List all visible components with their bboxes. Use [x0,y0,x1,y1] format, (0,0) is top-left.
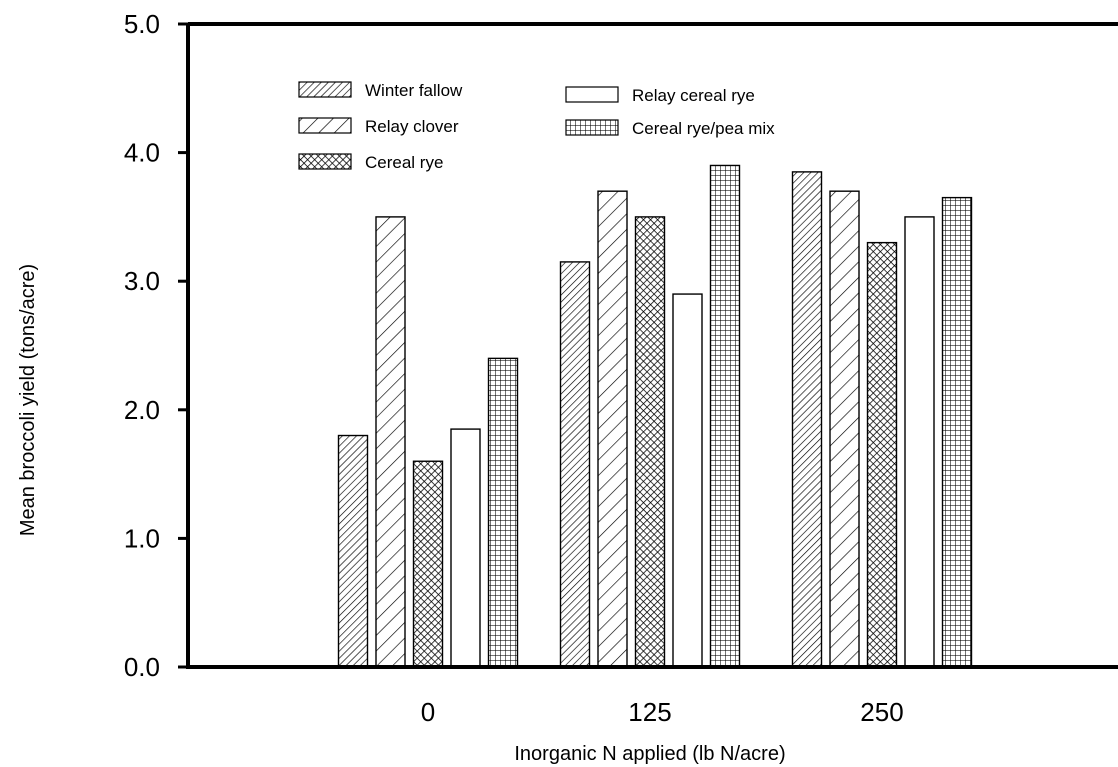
bar-relay-cereal-rye-0 [450,428,481,668]
x-axis-ticks: 0 125 250 [421,697,904,727]
y-tick-label: 4.0 [124,138,160,168]
y-tick-label: 2.0 [124,395,160,425]
y-tick-label: 3.0 [124,266,160,296]
legend: Winter fallow Relay clover Cereal rye Relay… [298,81,775,172]
bar-relay-clover-250 [829,190,860,668]
x-tick-label: 0 [421,697,435,727]
legend-swatch-relay-clover [298,117,352,134]
bar-cereal-rye-125 [634,216,666,668]
bar-relay-cereal-rye-250 [904,216,935,668]
y-tick-label: 1.0 [124,523,160,553]
y-axis-ticks: 0.0 1.0 2.0 3.0 4.0 5.0 [124,9,188,682]
bar-relay-clover-0 [375,216,406,668]
legend-swatch-cereal-rye-pea-mix [565,119,619,136]
bar-cereal-rye-pea-mix-250 [941,196,973,668]
axes-frame [186,22,1118,669]
bar-cereal-rye-0 [412,460,444,668]
bar-cereal-rye-pea-mix-0 [487,357,519,668]
x-tick-label: 125 [628,697,671,727]
legend-label: Cereal rye [365,153,443,172]
legend-swatch-relay-cereal-rye [565,86,619,103]
bar-winter-fallow-125 [559,261,591,668]
y-tick-label: 5.0 [124,9,160,39]
x-axis-title: Inorganic N applied (lb N/acre) [514,743,785,765]
legend-label: Relay clover [365,117,459,136]
legend-label: Cereal rye/pea mix [632,119,775,138]
bar-winter-fallow-250 [791,171,823,668]
legend-swatch-winter-fallow [298,81,352,98]
legend-label: Winter fallow [365,81,463,100]
y-tick-label: 0.0 [124,652,160,682]
legend-label: Relay cereal rye [632,86,755,105]
x-tick-label: 250 [860,697,903,727]
bar-relay-cereal-rye-125 [672,293,703,668]
legend-swatch-cereal-rye [298,153,352,170]
bar-winter-fallow-0 [337,434,369,668]
y-axis-title-group: Mean broccoli yield (tons/acre) [17,264,39,536]
bar-relay-clover-125 [597,190,628,668]
y-axis-title: Mean broccoli yield (tons/acre) [17,264,39,536]
bar-cereal-rye-250 [866,241,898,668]
bar-cereal-rye-pea-mix-125 [709,164,741,668]
bars [337,164,973,668]
